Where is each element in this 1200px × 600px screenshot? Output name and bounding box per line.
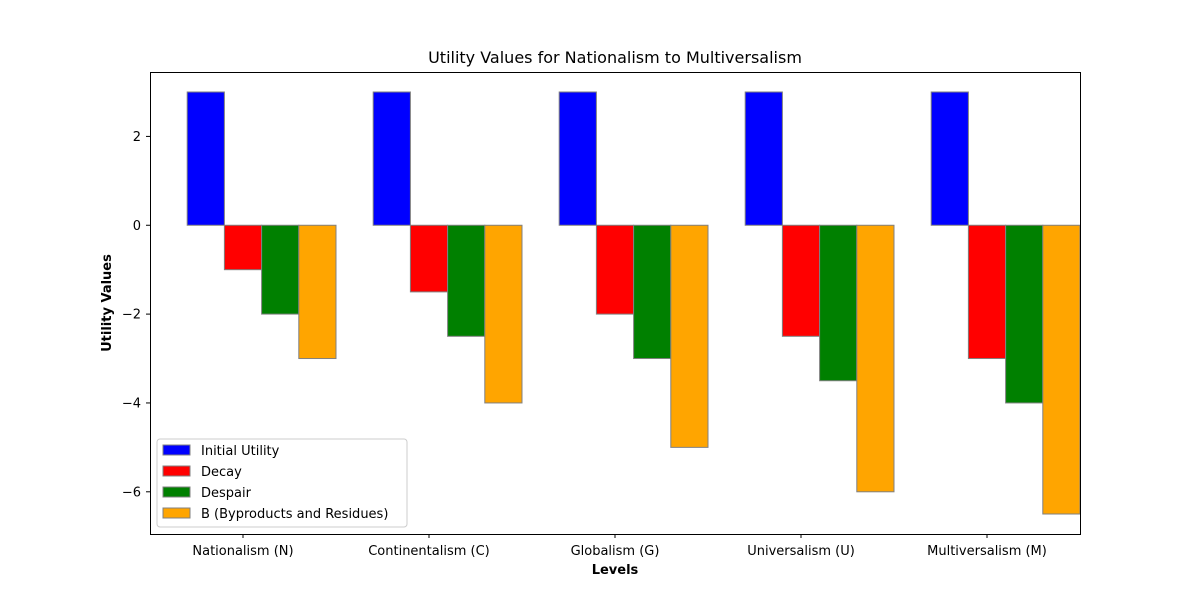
bar-2-1: [223, 224, 263, 271]
x-axis-label: Levels: [592, 563, 639, 578]
y-tick-label: 2: [133, 130, 141, 145]
bar-4-3: [670, 224, 709, 448]
chart-title: Utility Values for Nationalism to Multiv…: [428, 48, 802, 67]
legend-label: Initial Utility: [201, 444, 280, 459]
legend-swatch: [162, 486, 191, 498]
bar-1-5: [930, 91, 969, 226]
bar-2-5: [967, 224, 1007, 360]
bar-1-3: [558, 91, 597, 226]
x-tick-label: Nationalism (N): [192, 544, 293, 559]
x-axis-ticks: Nationalism (N) Continentalism (C) Globali…: [192, 534, 1047, 559]
legend: Initial Utility Decay Despair B (Byproducts…: [156, 438, 408, 528]
bar-1-2: [372, 91, 411, 226]
x-tick-label: Continentalism (C): [368, 544, 490, 559]
bar-2-4: [781, 224, 821, 337]
bar-4-5: [1042, 224, 1081, 515]
x-tick-label: Multiversalism (M): [927, 544, 1047, 559]
x-tick-label: Globalism (G): [571, 544, 660, 559]
bar-2-3: [595, 224, 635, 315]
bar-1-4: [744, 91, 783, 226]
legend-label: B (Byproducts and Residues): [201, 507, 388, 522]
bar-3-2: [447, 224, 486, 337]
y-axis-label: Utility Values: [100, 254, 115, 352]
x-tick-label: Universalism (U): [747, 544, 855, 559]
y-axis-ticks: 2 0 −2 −4 −6: [122, 130, 150, 500]
bar-4-4: [856, 224, 895, 493]
bar-3-5: [1005, 224, 1044, 404]
legend-label: Despair: [201, 486, 252, 501]
bar-3-1: [261, 224, 300, 315]
bars-group: [186, 91, 1081, 515]
legend-swatch: [162, 507, 191, 519]
bar-4-2: [484, 224, 523, 404]
legend-swatch: [162, 444, 191, 456]
bar-1-1: [186, 91, 225, 226]
legend-label: Decay: [201, 465, 242, 480]
bar-2-2: [409, 224, 449, 293]
y-tick-label: −6: [122, 485, 141, 500]
legend-swatch: [162, 465, 191, 477]
y-tick-label: −4: [122, 396, 141, 411]
y-tick-label: −2: [122, 308, 141, 323]
bar-3-4: [819, 224, 858, 382]
legend-box: [156, 438, 408, 528]
y-tick-label: 0: [133, 219, 141, 234]
bar-3-3: [633, 224, 672, 360]
bar-4-1: [298, 224, 337, 360]
